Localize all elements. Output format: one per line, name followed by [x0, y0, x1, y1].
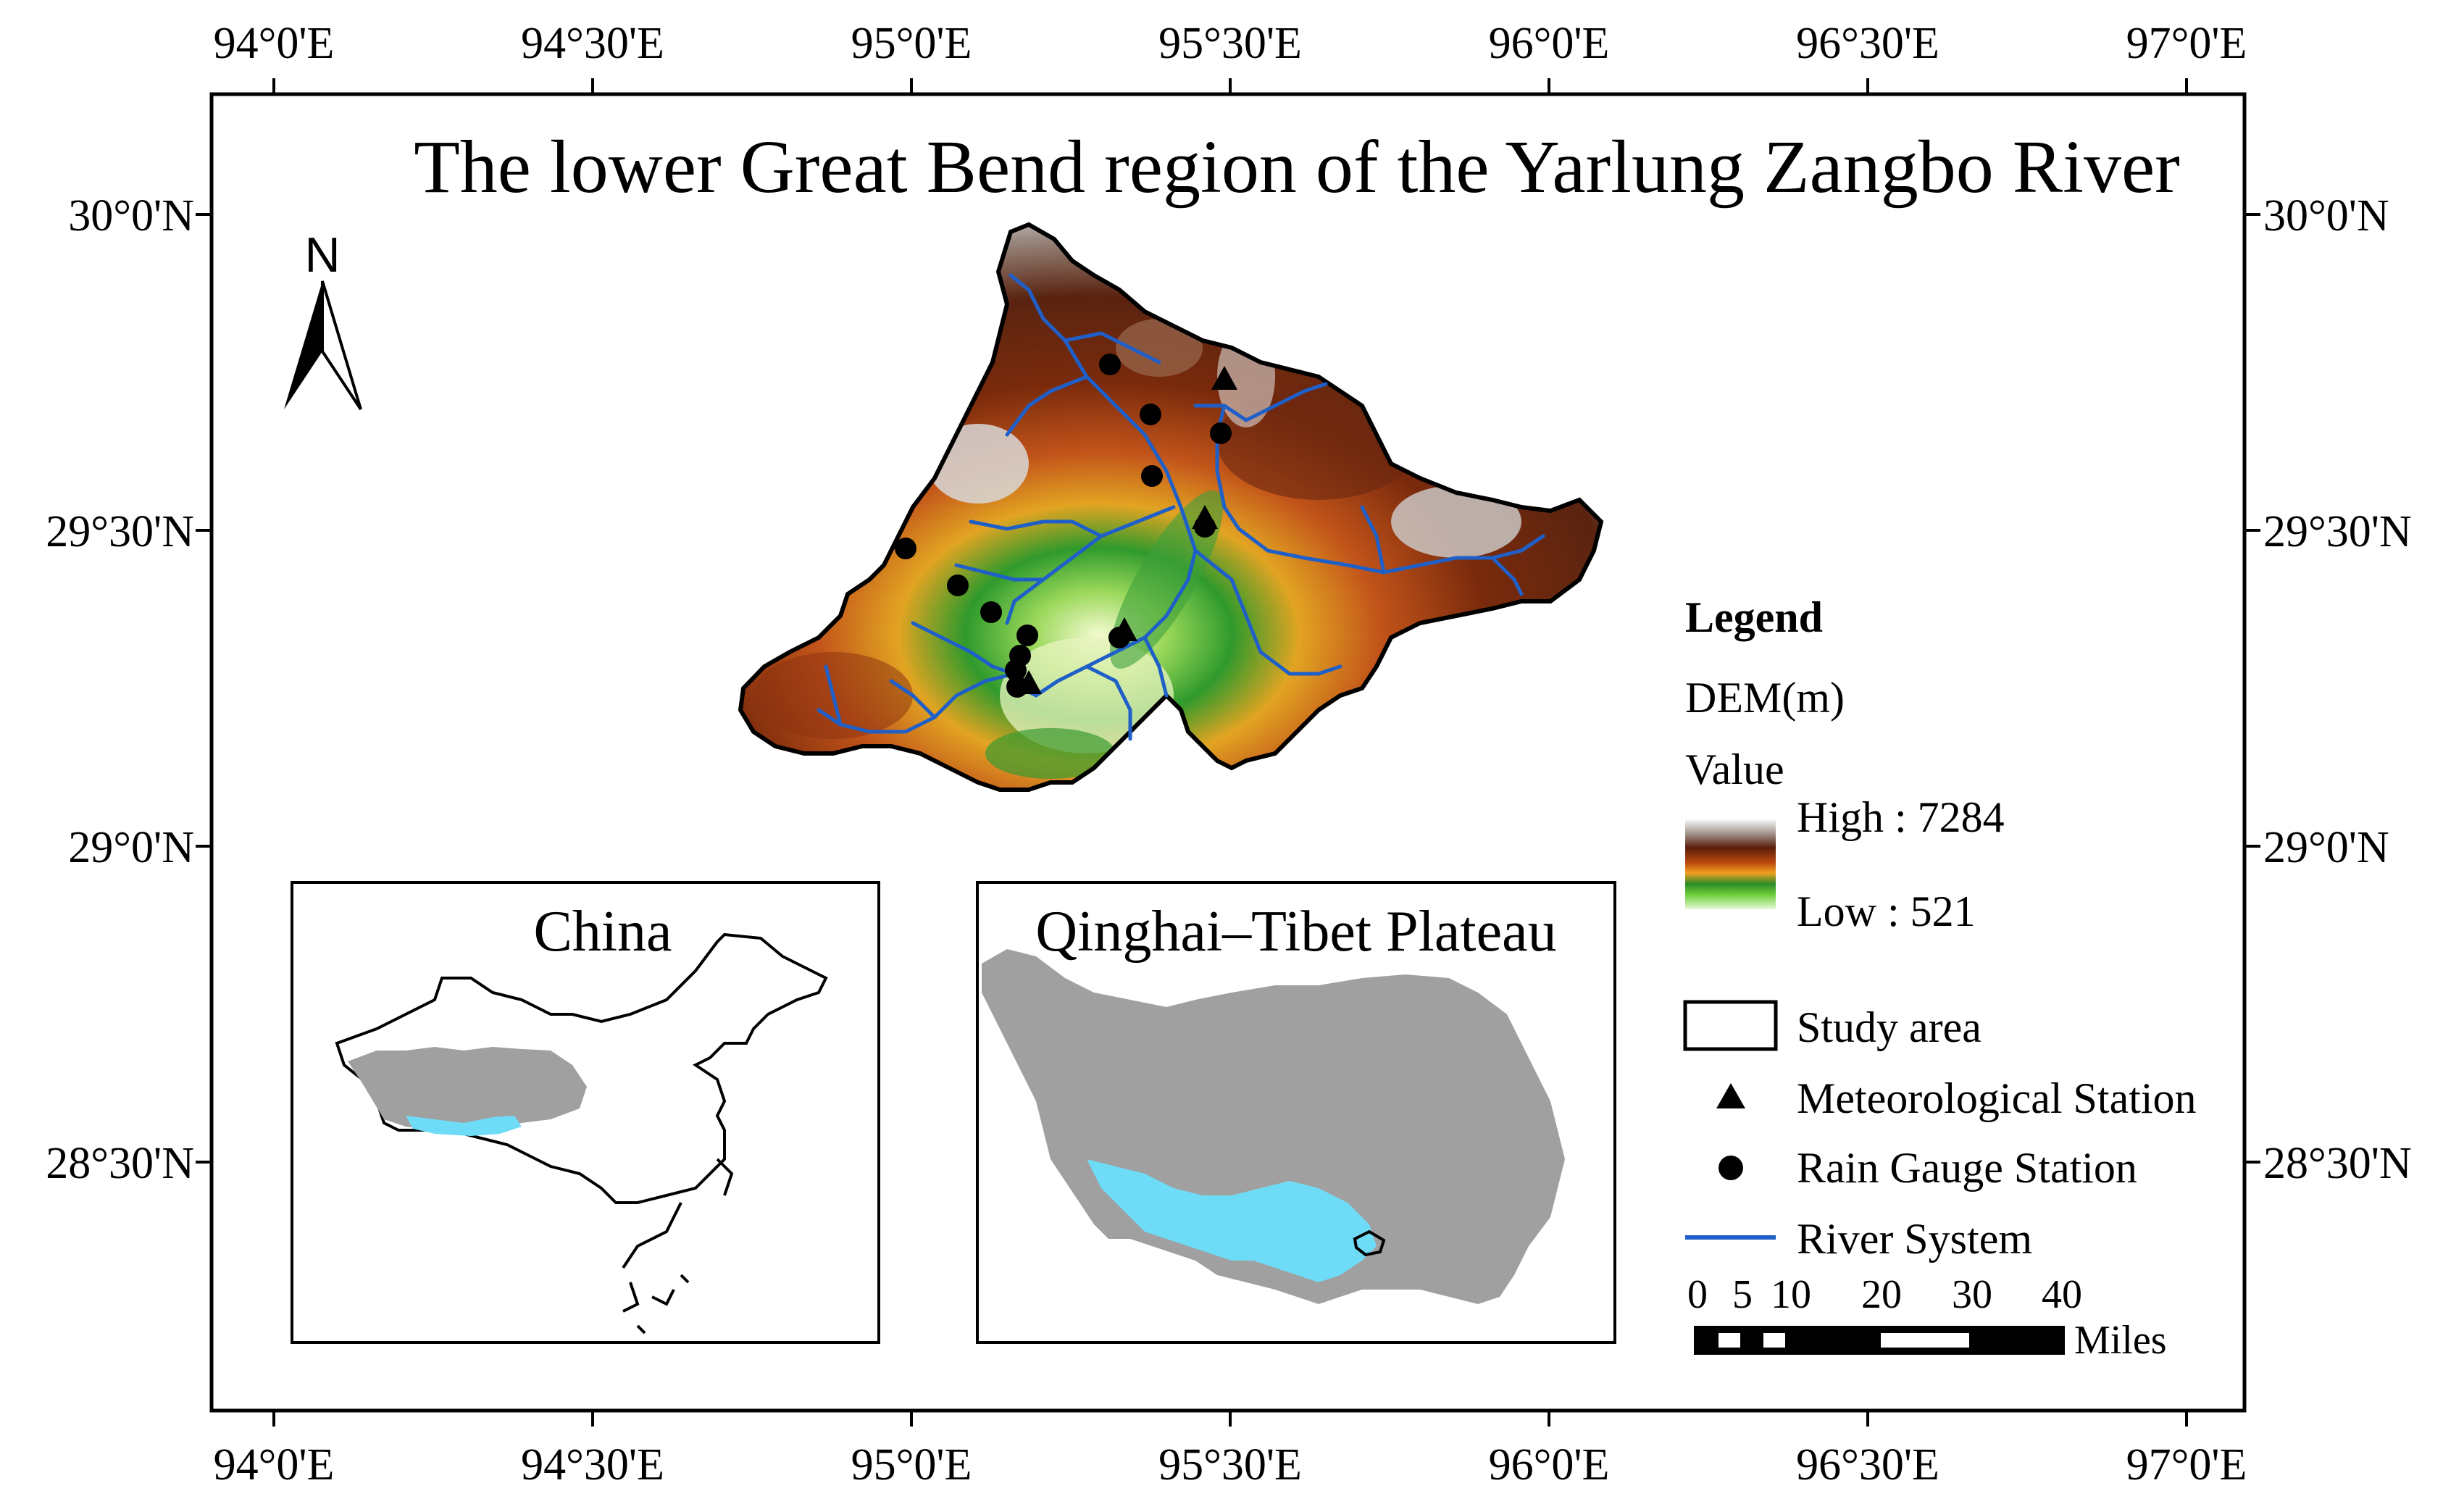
graticule-label-top: 94°0'E	[214, 19, 335, 68]
inset-china: China	[291, 881, 880, 1344]
graticule-ticks	[196, 78, 2260, 1427]
meteorological-station	[1211, 366, 1237, 390]
scale-bar: 0 5 10 20 30 40 Miles	[1687, 1272, 2167, 1363]
scale-tick-label: 40	[2042, 1272, 2082, 1317]
rain-gauge-station	[980, 601, 1002, 623]
graticule-label-bottom: 94°30'E	[521, 1440, 664, 1490]
graticule-label-bottom: 96°0'E	[1489, 1440, 1610, 1490]
graticule-label-top: 97°0'E	[2126, 19, 2247, 68]
study-area-box-icon	[1683, 1000, 1778, 1051]
north-arrow-icon: N	[284, 227, 362, 411]
legend-item-label: River System	[1797, 1215, 2032, 1263]
graticule-label-top: 95°0'E	[851, 19, 972, 68]
legend-item-label: Study area	[1797, 1003, 1981, 1051]
legend-item-label: Meteorological Station	[1797, 1074, 2197, 1122]
legend-value-label: Value	[1685, 745, 1784, 793]
rain-gauge-station	[947, 575, 969, 596]
scale-tick-label: 20	[1861, 1272, 1902, 1317]
plateau-basin	[1087, 1159, 1377, 1282]
rain-gauge-station	[1016, 625, 1038, 646]
graticule-label-bottom: 95°30'E	[1158, 1440, 1302, 1490]
rain-gauge-station	[1005, 659, 1027, 681]
rain-gauge-station	[1141, 465, 1163, 487]
legend-item-label: Rain Gauge Station	[1797, 1144, 2137, 1192]
china-outline	[335, 932, 828, 1204]
graticule-label-right: 30°0'N	[2263, 191, 2389, 241]
graticule-label-right: 29°30'N	[2263, 507, 2412, 556]
legend-dem-title: DEM(m)	[1685, 674, 1845, 722]
scale-tick-label: 0	[1687, 1272, 1708, 1317]
graticule-label-left: 29°0'N	[68, 823, 194, 872]
inset-china-title: China	[533, 900, 672, 964]
legend: Legend DEM(m) Value High : 7284 Low : 52…	[1683, 593, 2197, 1263]
china-plateau	[348, 1047, 587, 1130]
inset-plateau-title: Qinghai–Tibet Plateau	[1035, 900, 1556, 964]
scale-tick-label: 10	[1771, 1272, 1811, 1317]
north-letter: N	[304, 227, 340, 283]
circle-icon	[1719, 1156, 1743, 1180]
stations	[895, 354, 1237, 698]
graticule-label-left: 29°30'N	[46, 507, 194, 556]
rain-gauge-station	[895, 538, 916, 559]
study-area-boundary	[738, 222, 1604, 792]
legend-low-label: Low : 521	[1797, 887, 1976, 935]
triangle-icon	[1716, 1083, 1745, 1108]
inset-plateau: Qinghai–Tibet Plateau	[976, 881, 1616, 1344]
graticule-labels: 94°0'E 94°30'E 95°0'E 95°30'E 96°0'E 96°30'E 9…	[46, 19, 2412, 1490]
graticule-label-right: 29°0'N	[2263, 823, 2389, 872]
graticule-label-bottom: 97°0'E	[2126, 1440, 2247, 1490]
scale-unit: Miles	[2074, 1318, 2167, 1363]
graticule-label-bottom: 96°30'E	[1796, 1440, 1939, 1490]
rain-gauge-station	[1099, 354, 1121, 375]
graticule-label-top: 96°30'E	[1796, 19, 1939, 68]
graticule-label-top: 96°0'E	[1489, 19, 1610, 68]
graticule-label-bottom: 94°0'E	[214, 1440, 335, 1490]
graticule-label-top: 94°30'E	[521, 19, 664, 68]
legend-high-label: High : 7284	[1797, 793, 2005, 841]
meteorological-station	[1111, 617, 1137, 641]
dem-color-ramp	[1685, 819, 1776, 909]
graticule-label-top: 95°30'E	[1158, 19, 1302, 68]
graticule-label-left: 28°30'N	[46, 1139, 194, 1188]
meteorological-station	[1016, 670, 1042, 694]
rain-gauge-station	[1210, 422, 1232, 444]
scale-tick-label: 5	[1732, 1272, 1753, 1317]
graticule-label-right: 28°30'N	[2263, 1139, 2412, 1188]
rain-gauge-station	[1140, 404, 1161, 425]
china-basin	[406, 1116, 522, 1136]
river-system	[817, 273, 1545, 741]
graticule-label-bottom: 95°0'E	[851, 1440, 972, 1490]
scale-tick-label: 30	[1952, 1272, 1992, 1317]
plateau-shape	[982, 949, 1565, 1304]
graticule-label-left: 30°0'N	[68, 191, 194, 241]
map-title: The lower Great Bend region of the Yarlu…	[414, 125, 2180, 209]
legend-heading: Legend	[1685, 593, 1823, 641]
meteorological-station	[1192, 505, 1218, 529]
plateau-study-area-outline	[1353, 1229, 1386, 1257]
